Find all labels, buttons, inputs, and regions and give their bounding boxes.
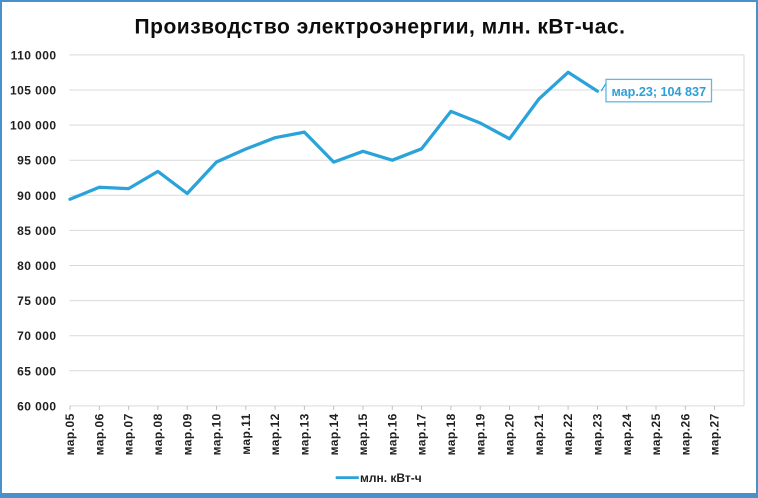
svg-text:Производство электроэнергии, м: Производство электроэнергии, млн. кВт-ча… <box>135 16 626 39</box>
svg-text:мар.19: мар.19 <box>473 413 487 455</box>
svg-text:мар.09: мар.09 <box>180 413 194 455</box>
svg-text:мар.26: мар.26 <box>678 413 692 455</box>
svg-text:75 000: 75 000 <box>17 294 56 308</box>
svg-text:мар.13: мар.13 <box>298 413 312 455</box>
svg-text:мар.15: мар.15 <box>356 413 370 455</box>
svg-text:мар.08: мар.08 <box>151 413 165 455</box>
svg-text:80 000: 80 000 <box>17 259 56 273</box>
svg-text:мар.12: мар.12 <box>268 413 282 455</box>
svg-text:мар.25: мар.25 <box>649 413 663 455</box>
svg-text:мар.17: мар.17 <box>415 413 429 455</box>
svg-text:105 000: 105 000 <box>10 84 57 98</box>
svg-text:мар.22: мар.22 <box>561 413 575 455</box>
svg-text:мар.23; 104 837: мар.23; 104 837 <box>612 85 707 99</box>
svg-text:мар.27: мар.27 <box>708 413 722 455</box>
svg-text:мар.20: мар.20 <box>503 413 517 455</box>
svg-text:мар.14: мар.14 <box>327 413 341 455</box>
svg-text:90 000: 90 000 <box>17 189 56 203</box>
svg-text:мар.24: мар.24 <box>620 413 634 455</box>
svg-text:95 000: 95 000 <box>17 154 56 168</box>
svg-text:мар.06: мар.06 <box>92 413 106 455</box>
svg-text:мар.16: мар.16 <box>385 413 399 455</box>
svg-text:110 000: 110 000 <box>11 48 57 62</box>
svg-text:мар.23: мар.23 <box>591 413 605 455</box>
svg-text:65 000: 65 000 <box>17 364 56 378</box>
svg-text:85 000: 85 000 <box>17 224 56 238</box>
svg-text:60 000: 60 000 <box>17 399 56 413</box>
svg-text:70 000: 70 000 <box>17 329 56 343</box>
svg-text:мар.11: мар.11 <box>239 413 253 454</box>
svg-text:мар.10: мар.10 <box>210 413 224 455</box>
svg-text:мар.07: мар.07 <box>122 413 136 455</box>
svg-text:мар.05: мар.05 <box>63 413 77 455</box>
svg-text:мар.21: мар.21 <box>532 413 546 455</box>
svg-text:мар.18: мар.18 <box>444 413 458 455</box>
svg-text:100 000: 100 000 <box>10 119 57 133</box>
svg-text:млн. кВт-ч: млн. кВт-ч <box>360 471 422 485</box>
